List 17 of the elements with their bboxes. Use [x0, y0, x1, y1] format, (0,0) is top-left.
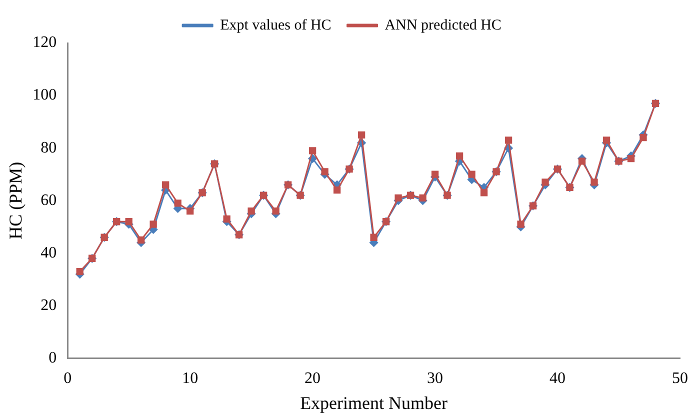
x-axis-title: Experiment Number	[300, 392, 448, 413]
x-tick-label: 20	[304, 370, 321, 388]
y-tick-label: 0	[48, 349, 57, 366]
y-axis-title: HC (PPM)	[6, 162, 26, 240]
y-tick-label: 40	[40, 244, 57, 262]
x-tick-label: 50	[672, 370, 688, 388]
y-tick-label: 60	[40, 192, 57, 209]
x-tick-label: 40	[550, 370, 566, 388]
y-tick-label: 80	[40, 139, 57, 156]
x-tick-label: 30	[427, 370, 444, 388]
legend-label: ANN predicted HC	[384, 17, 502, 34]
y-tick-label: 100	[32, 86, 57, 104]
y-tick-label: 120	[32, 34, 57, 52]
y-tick-label: 20	[40, 296, 57, 314]
x-tick-label: 10	[182, 370, 198, 388]
x-tick-label: 0	[64, 370, 72, 388]
legend-label: Expt values of HC	[220, 17, 332, 34]
